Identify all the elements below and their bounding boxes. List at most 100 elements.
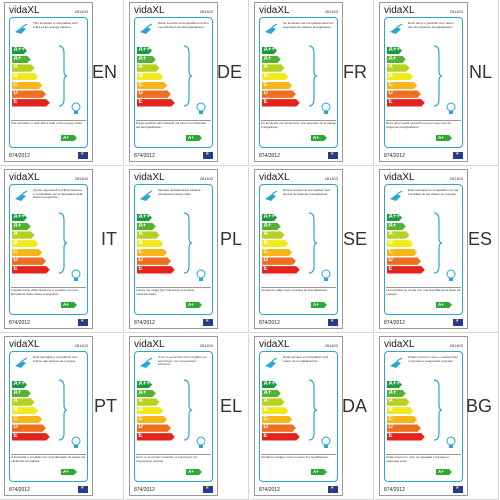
energy-bar-label: B: [13, 73, 18, 80]
energy-bar-label: A+: [13, 389, 22, 396]
bulb-icon: [196, 102, 206, 114]
label-panel: This luminaire is compatible with bulbs …: [9, 17, 88, 148]
energy-bar: A++: [262, 381, 277, 388]
energy-bar-label: A: [138, 398, 143, 405]
energy-bar: A+: [387, 390, 406, 397]
energy-bar-label: E: [138, 433, 143, 440]
energy-bar: C: [262, 82, 292, 89]
label-cell-es: vidaXL 281403 Esta luminaria es compatib…: [375, 167, 499, 333]
label-panel: Αυτό το φωτιστικό είναι συμβατό με λαμπτ…: [134, 351, 213, 482]
regulation-number: 874/2012: [259, 320, 280, 326]
energy-bar-label: A: [13, 231, 18, 238]
energy-class-bars: A++ A+ A B C D E: [262, 47, 300, 108]
energy-bar: C: [12, 416, 42, 423]
bulb-icon: [196, 269, 206, 281]
eu-flag-icon: [203, 318, 213, 326]
label-cell-de: vidaXL 281403 Diese Leuchte ist kompatib…: [125, 0, 249, 166]
brand-name: vidaXL: [9, 172, 40, 183]
language-code: ES: [467, 229, 492, 249]
brand-name: vidaXL: [384, 339, 415, 350]
energy-bar-label: A: [13, 398, 18, 405]
energy-bar: E: [137, 266, 175, 273]
product-code: 281403: [324, 176, 338, 181]
energy-bar: B: [12, 73, 38, 80]
energy-bar-label: A+: [388, 222, 397, 229]
regulation-number: 874/2012: [9, 487, 30, 493]
language-code: PT: [93, 396, 117, 416]
included-class-label: A+: [63, 469, 69, 474]
energy-bar-label: A: [263, 398, 268, 405]
energy-bar-label: A++: [13, 47, 25, 53]
product-code: 281403: [449, 343, 463, 348]
brand-name: vidaXL: [259, 5, 290, 16]
energy-bar-label: C: [13, 415, 18, 422]
energy-bar-label: E: [13, 433, 18, 440]
energy-bar-label: A++: [138, 381, 150, 387]
energy-label: vidaXL 281403 Oprawa oświetleniowa zawie…: [129, 169, 218, 329]
energy-bar-label: E: [388, 433, 393, 440]
energy-bar-label: A++: [138, 47, 150, 53]
language-code: IT: [101, 229, 117, 249]
energy-bar: E: [262, 433, 300, 440]
energy-label: vidaXL 281403 Dette armatur er kompatibe…: [254, 336, 343, 496]
included-class-label: A+: [188, 135, 194, 140]
lamp-icon: [265, 190, 278, 201]
energy-label: vidaXL 281403 Esta luminaria es compatib…: [379, 169, 468, 329]
energy-bar-label: B: [13, 407, 18, 414]
energy-bar: A++: [262, 214, 277, 221]
lamp-icon: [265, 23, 278, 34]
energy-bar: A+: [12, 223, 31, 230]
compatibility-text: Esta luminária é compatível com bolbos d…: [33, 356, 78, 363]
product-code: 281403: [324, 9, 338, 14]
energy-bar-label: A: [388, 64, 393, 71]
energy-bar-label: A+: [263, 222, 272, 229]
energy-label: vidaXL 281403 Ce luminaire est compatibl…: [254, 2, 343, 162]
energy-bar: B: [262, 240, 288, 247]
energy-bar: B: [262, 407, 288, 414]
energy-bar-label: A++: [263, 214, 275, 220]
energy-bar-label: A: [13, 64, 18, 71]
included-class-label: A+: [188, 302, 194, 307]
included-bulb-text: A luminária é vendida com uma lâmpada da…: [11, 454, 86, 463]
energy-bar-label: A+: [13, 222, 22, 229]
included-class-label: A+: [438, 135, 444, 140]
energy-bar-label: D: [138, 90, 143, 97]
regulation-number: 874/2012: [384, 153, 405, 159]
energy-class-bars: A++ A+ A B C D E: [262, 214, 300, 275]
energy-bar: B: [12, 240, 38, 247]
regulation-number: 874/2012: [134, 487, 155, 493]
energy-bar: E: [262, 99, 300, 106]
bulb-icon: [196, 436, 206, 448]
energy-bar-label: D: [388, 257, 393, 264]
label-panel: Questo apparecchio d'illuminazione è com…: [9, 184, 88, 315]
brace-icon: [58, 212, 68, 274]
energy-bar-label: B: [388, 240, 393, 247]
label-cell-pl: vidaXL 281403 Oprawa oświetleniowa zawie…: [125, 167, 249, 333]
energy-bar: A+: [387, 56, 406, 63]
energy-bar: A++: [387, 381, 402, 388]
energy-bar-label: D: [13, 424, 18, 431]
energy-bar-label: A: [263, 64, 268, 71]
energy-bar: A++: [387, 47, 402, 54]
energy-bar: D: [12, 90, 46, 97]
energy-bar: B: [137, 407, 163, 414]
bulb-icon: [446, 269, 456, 281]
energy-bar: A: [262, 398, 285, 405]
energy-bar-label: D: [13, 90, 18, 97]
included-class-label: A+: [438, 469, 444, 474]
energy-bar-label: C: [388, 248, 393, 255]
included-bulb-text: The luminaire is sold with a bulb of the…: [11, 120, 86, 126]
energy-bar-label: A++: [388, 214, 400, 220]
brace-icon: [183, 212, 193, 274]
brace-icon: [308, 212, 318, 274]
label-panel: Dette armatur er kompatibel med pærer af…: [259, 351, 338, 482]
compatibility-text: Questo apparecchio d'illuminazione è com…: [33, 189, 83, 200]
brand-name: vidaXL: [9, 5, 40, 16]
brace-icon: [308, 45, 318, 107]
eu-flag-icon: [453, 151, 463, 159]
energy-bar: A: [137, 398, 160, 405]
energy-bar: A++: [12, 214, 27, 221]
energy-bar-label: A++: [13, 214, 25, 220]
label-panel: Esta luminaria es compatible con las bom…: [384, 184, 463, 315]
